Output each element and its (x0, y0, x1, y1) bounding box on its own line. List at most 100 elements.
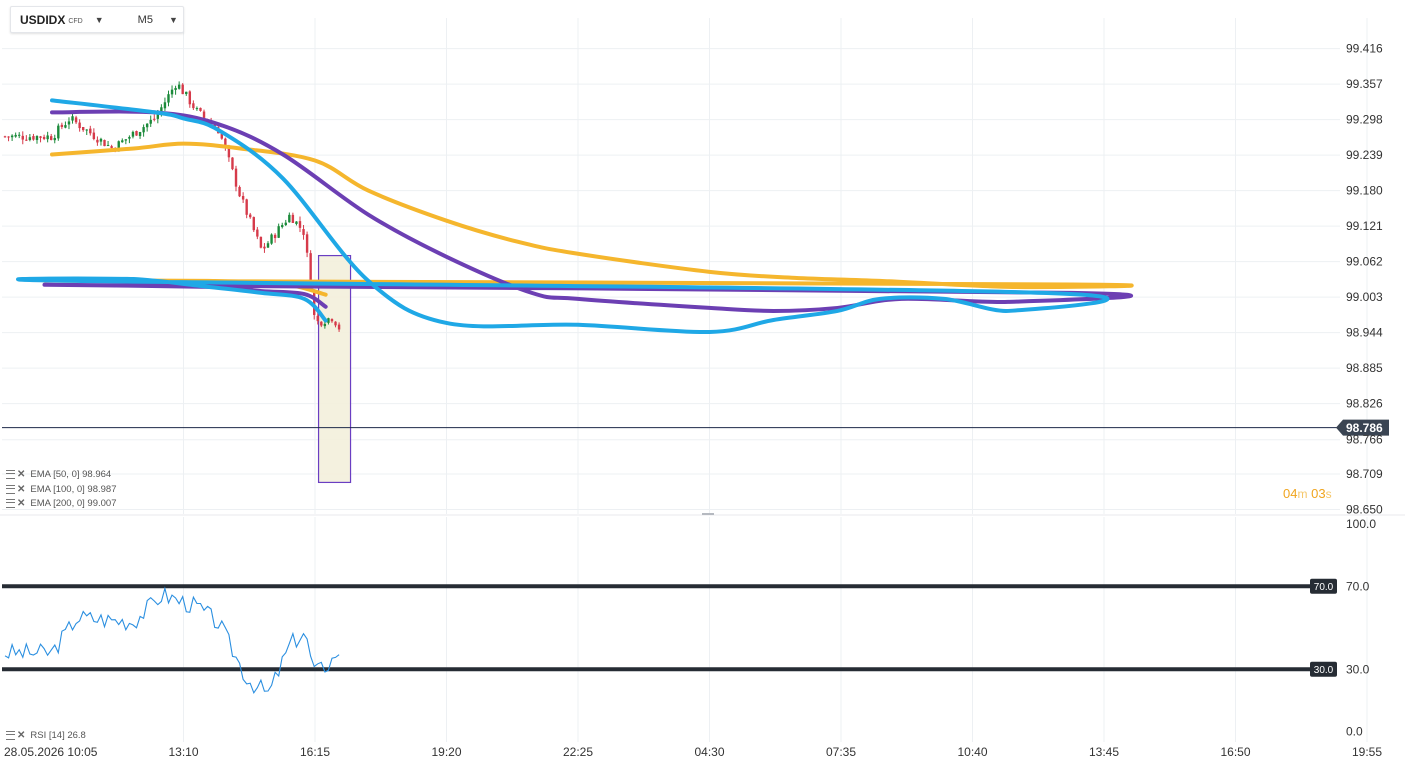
rsi-tick-label: 70.0 (1346, 579, 1370, 593)
candle-body (60, 124, 64, 128)
candle-body (277, 226, 280, 238)
y-tick-label: 98.826 (1346, 397, 1383, 411)
candle-body (302, 229, 305, 235)
candle-body (177, 84, 181, 89)
candle-body (103, 139, 106, 147)
candle-body (46, 135, 49, 140)
candle-body (163, 102, 167, 109)
settings-icon[interactable] (6, 485, 15, 494)
indicator-ema100[interactable]: ✕ EMA [100, 0] 98.987 (6, 484, 116, 495)
candle-body (263, 246, 266, 249)
indicator-ema50[interactable]: ✕ EMA [50, 0] 98.964 (6, 469, 111, 480)
indicator-ema200[interactable]: ✕ EMA [200, 0] 99.007 (6, 498, 116, 509)
timeframe-selector[interactable]: M5 (137, 13, 153, 26)
y-tick-label: 98.766 (1346, 433, 1383, 447)
countdown-minutes: 04 (1283, 486, 1298, 501)
rsi-level-tag (1310, 578, 1337, 594)
timeframe-dropdown-icon[interactable]: ▼ (168, 14, 178, 25)
candle-body (53, 138, 56, 141)
candle-body (174, 87, 177, 90)
symbol-name[interactable]: USDIDX (20, 12, 66, 27)
settings-icon[interactable] (6, 470, 15, 479)
candle-body (96, 139, 99, 143)
candle-body (92, 132, 96, 139)
y-tick-label: 98.709 (1346, 467, 1383, 481)
candle-body (128, 136, 131, 139)
candle-body (57, 125, 60, 139)
remove-icon[interactable]: ✕ (17, 484, 26, 495)
indicator-rsi[interactable]: ✕ RSI [14] 26.8 (6, 730, 86, 741)
indicator-label: EMA [200, 0] 99.007 (30, 498, 117, 509)
candle-body (85, 129, 88, 131)
candle-body (281, 225, 284, 228)
remove-icon[interactable]: ✕ (17, 498, 26, 509)
y-tick-label: 99.062 (1346, 255, 1383, 269)
current-price-line: 98.786 (2, 419, 1389, 436)
candle-body (28, 137, 32, 140)
candle-body (320, 321, 323, 326)
candle-body (145, 123, 149, 128)
x-tick-label: 22:25 (563, 745, 593, 759)
candle-body (238, 186, 241, 197)
y-tick-label: 98.944 (1346, 326, 1383, 340)
candle-body (202, 111, 206, 118)
x-tick-label: 07:35 (826, 745, 856, 759)
rsi-level-value: 30.0 (1314, 665, 1334, 676)
candle-body (160, 107, 163, 113)
axis-labels: 28.05.2026 10:05 13:10 16:15 19:20 22:25 04:3… (4, 42, 1383, 759)
candle-countdown: 04m 03s (1283, 486, 1332, 501)
candle-body (288, 214, 291, 223)
pane-resize-handle (702, 513, 714, 515)
x-tick-label: 13:10 (168, 745, 198, 759)
candle-body (7, 136, 10, 138)
candle-body (224, 138, 227, 148)
candle-body (124, 139, 128, 141)
candle-body (25, 139, 28, 141)
candle-body (99, 138, 103, 142)
candle-body (199, 107, 202, 111)
candle-body (227, 146, 231, 158)
candle-body (259, 236, 263, 248)
candle-body (35, 135, 39, 141)
remove-icon[interactable]: ✕ (17, 730, 26, 741)
x-tick-label: 13:45 (1089, 745, 1119, 759)
candle-body (21, 135, 24, 140)
x-tick-label: 04:30 (694, 745, 724, 759)
candle-body (89, 128, 92, 134)
candle-body (149, 119, 152, 124)
candle-body (334, 321, 337, 326)
candle-body (266, 243, 270, 248)
rsi-tick-label: 0.0 (1346, 725, 1363, 739)
candle-body (291, 214, 295, 223)
candle-body (241, 196, 245, 200)
candle-body (50, 136, 53, 140)
ema-lines (16, 98, 1134, 335)
candle-body (305, 234, 309, 253)
candle-body (39, 136, 42, 138)
current-price-tag (1336, 419, 1389, 436)
settings-icon[interactable] (6, 499, 15, 508)
remove-icon[interactable]: ✕ (17, 469, 26, 480)
candle-body (135, 130, 138, 136)
countdown-m-unit: m (1297, 487, 1308, 501)
candle-body (298, 221, 302, 228)
candle-body (74, 117, 78, 123)
candle-body (270, 234, 273, 244)
instrument-type: CFD (68, 17, 83, 25)
x-tick-label: 19:20 (431, 745, 461, 759)
grid-lines (0, 18, 1405, 742)
symbol-dropdown-icon[interactable]: ▼ (94, 14, 104, 25)
candle-body (42, 136, 46, 139)
indicator-label: EMA [100, 0] 98.987 (30, 484, 117, 495)
candle-body (252, 217, 255, 231)
candle-body (117, 141, 120, 152)
candle-body (71, 116, 74, 121)
y-tick-label: 99.357 (1346, 77, 1383, 91)
rsi-tick-label: 30.0 (1346, 662, 1370, 676)
candle-body (231, 157, 234, 170)
candle-body (245, 199, 248, 215)
settings-icon[interactable] (6, 731, 15, 740)
rsi-tick-label: 100.0 (1346, 517, 1376, 531)
countdown-seconds: 03 (1311, 486, 1326, 501)
